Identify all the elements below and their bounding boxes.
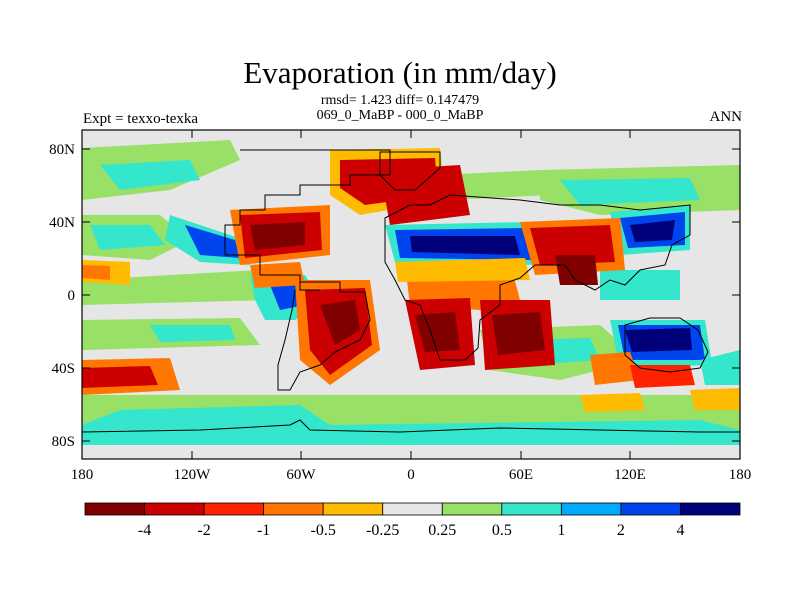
colorbar-label: 1 bbox=[557, 522, 565, 539]
colorbar-swatch bbox=[560, 502, 622, 516]
positive-se-asia bbox=[600, 270, 680, 300]
coast-africa-eurasia bbox=[384, 194, 691, 361]
positive-pacific-w-cyan bbox=[90, 225, 165, 250]
colorbar-label: -4 bbox=[138, 522, 151, 539]
y-tick-label: 80N bbox=[49, 142, 75, 158]
period-line: 069_0_MaBP - 000_0_MaBP bbox=[316, 108, 484, 123]
positive-sahara-navy bbox=[410, 236, 520, 255]
contour-field bbox=[82, 140, 740, 445]
positive-asia-e-navy bbox=[630, 220, 675, 242]
negative-north-atlantic-red bbox=[380, 165, 470, 225]
y-tick-labels: 80N 40N 0 40S 80S bbox=[49, 142, 75, 450]
negative-south-indian-orange bbox=[590, 352, 640, 385]
colorbar-label: 0.5 bbox=[492, 522, 512, 539]
negative-east-pacific-orange bbox=[82, 265, 110, 280]
stats-header: rmsd= 1.423 diff= 0.147479 069_0_MaBP - … bbox=[0, 93, 800, 123]
negative-india-dark bbox=[555, 255, 598, 285]
positive-southern-ocean-cyan bbox=[82, 405, 740, 445]
negative-australia-south-red bbox=[630, 365, 695, 388]
x-tick-labels: 180 120W 60W 0 60E 120E 180 bbox=[71, 467, 752, 483]
coast-australia bbox=[624, 317, 709, 373]
coast-greenland bbox=[379, 151, 441, 191]
x-tick-label: 120W bbox=[174, 467, 212, 483]
coast-north-america bbox=[224, 149, 391, 291]
colorbar-label: 0.25 bbox=[428, 522, 456, 539]
y-tick-label: 40S bbox=[52, 361, 75, 377]
colorbar-swatch bbox=[441, 502, 503, 516]
y-tick-label: 80S bbox=[52, 434, 75, 450]
coastlines bbox=[82, 149, 740, 433]
colorbar-swatch bbox=[620, 502, 681, 516]
coast-south-america bbox=[277, 281, 371, 391]
positive-us-blue bbox=[185, 225, 240, 258]
colorbar-swatch bbox=[84, 502, 145, 516]
negative-southern-yellow bbox=[580, 393, 645, 412]
experiment-label: Expt = texxo-texka bbox=[83, 111, 199, 127]
positive-band-ne-cyan bbox=[560, 178, 700, 205]
negative-west-africa-dark bbox=[415, 312, 460, 352]
negative-africa-yellow bbox=[395, 258, 530, 282]
colorbar-swatch bbox=[322, 502, 384, 516]
negative-south-america-dark bbox=[320, 300, 360, 345]
x-tick-label: 60E bbox=[509, 467, 533, 483]
x-tick-label: 180 bbox=[71, 467, 94, 483]
colorbar-label: -0.25 bbox=[366, 522, 399, 539]
colorbar-swatch bbox=[382, 502, 443, 516]
colorbar: -4 -2 -1 -0.5 -0.25 0.25 0.5 1 2 4 bbox=[84, 502, 741, 539]
rmsd-diff-line: rmsd= 1.423 diff= 0.147479 bbox=[320, 93, 480, 108]
positive-band-north-cyan bbox=[100, 160, 200, 190]
negative-east-africa-dark bbox=[492, 312, 545, 355]
colorbar-swatch bbox=[501, 502, 562, 516]
colorbar-label: 4 bbox=[676, 522, 684, 539]
negative-southern-yellow-2 bbox=[690, 388, 740, 410]
x-tick-label: 180 bbox=[729, 467, 752, 483]
y-tick-label: 40N bbox=[49, 215, 75, 231]
map-title: Evaporation (in mm/day) bbox=[243, 55, 557, 90]
positive-south-pacific bbox=[150, 325, 235, 342]
positive-new-zealand bbox=[700, 350, 740, 385]
coast-antarctica bbox=[82, 419, 740, 433]
colorbar-label: -0.5 bbox=[311, 522, 336, 539]
colorbar-label: -2 bbox=[197, 522, 210, 539]
x-tick-label: 60W bbox=[286, 467, 316, 483]
x-tick-marks bbox=[81, 130, 741, 459]
positive-eurasia-north bbox=[440, 170, 550, 200]
season-label: ANN bbox=[709, 109, 743, 125]
negative-south-pacific-red bbox=[82, 366, 158, 388]
colorbar-label: 2 bbox=[617, 522, 625, 539]
y-tick-label: 0 bbox=[68, 288, 76, 304]
colorbar-swatch bbox=[144, 502, 205, 516]
colorbar-label: -1 bbox=[257, 522, 270, 539]
colorbar-swatch bbox=[203, 502, 265, 516]
colorbar-swatch bbox=[680, 502, 741, 516]
x-tick-label: 120E bbox=[614, 467, 646, 483]
positive-australia-navy bbox=[625, 328, 692, 352]
y-tick-marks bbox=[82, 148, 740, 442]
x-tick-label: 0 bbox=[407, 467, 415, 483]
negative-north-america-dark bbox=[250, 222, 305, 250]
colorbar-swatch bbox=[263, 502, 324, 516]
